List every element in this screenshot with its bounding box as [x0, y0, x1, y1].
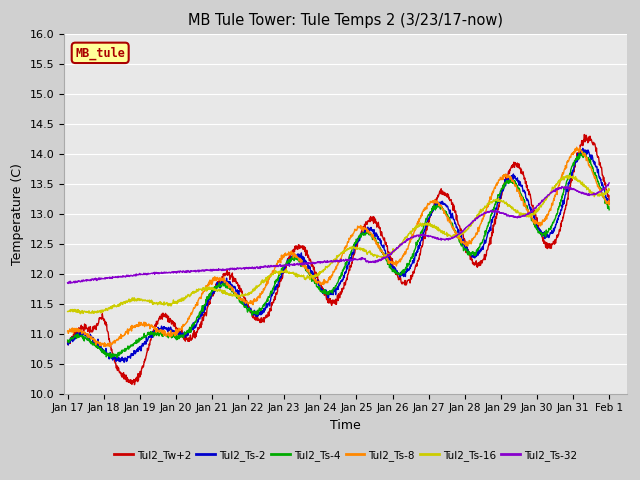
Tul2_Ts-8	[605, 198, 613, 204]
Line: Tul2_Ts-8: Tul2_Ts-8	[68, 147, 609, 347]
Tul2_Ts-8	[106, 340, 113, 346]
Tul2_Ts-8	[106, 344, 114, 349]
Tul2_Ts-32	[605, 180, 613, 186]
Tul2_Ts-16	[128, 297, 136, 303]
Tul2_Tw+2	[580, 132, 588, 137]
Tul2_Tw+2	[605, 198, 613, 204]
Tul2_Ts-16	[76, 311, 84, 317]
Tul2_Tw+2	[315, 279, 323, 285]
Tul2_Tw+2	[372, 219, 380, 225]
Tul2_Ts-2	[605, 201, 613, 207]
Tul2_Ts-16	[372, 252, 380, 258]
Line: Tul2_Tw+2: Tul2_Tw+2	[68, 134, 609, 384]
Tul2_Ts-32	[372, 258, 380, 264]
Tul2_Ts-8	[128, 323, 136, 328]
Line: Tul2_Ts-2: Tul2_Ts-2	[68, 148, 609, 362]
Line: Tul2_Ts-32: Tul2_Ts-32	[68, 183, 609, 284]
Tul2_Ts-16	[106, 306, 114, 312]
Tul2_Ts-2	[106, 354, 113, 360]
Tul2_Ts-8	[64, 328, 72, 334]
Tul2_Ts-4	[605, 207, 613, 213]
Tul2_Ts-4	[315, 286, 323, 292]
Tul2_Ts-2	[64, 340, 72, 346]
Tul2_Ts-4	[106, 354, 113, 360]
Tul2_Ts-16	[315, 273, 323, 278]
X-axis label: Time: Time	[330, 419, 361, 432]
Tul2_Ts-16	[64, 309, 72, 314]
Tul2_Ts-4	[580, 150, 588, 156]
Tul2_Ts-2	[294, 251, 301, 257]
Tul2_Tw+2	[305, 255, 313, 261]
Tul2_Ts-32	[294, 261, 301, 266]
Tul2_Ts-4	[305, 271, 313, 276]
Tul2_Ts-2	[120, 360, 128, 365]
Text: MB_tule: MB_tule	[76, 46, 125, 60]
Tul2_Ts-16	[305, 274, 313, 279]
Tul2_Ts-32	[65, 281, 72, 287]
Tul2_Tw+2	[131, 382, 138, 387]
Tul2_Ts-2	[128, 353, 136, 359]
Tul2_Ts-4	[372, 238, 380, 243]
Legend: Tul2_Tw+2, Tul2_Ts-2, Tul2_Ts-4, Tul2_Ts-8, Tul2_Ts-16, Tul2_Ts-32: Tul2_Tw+2, Tul2_Ts-2, Tul2_Ts-4, Tul2_Ts…	[109, 445, 582, 465]
Tul2_Ts-32	[64, 280, 72, 286]
Tul2_Ts-32	[315, 259, 323, 265]
Tul2_Ts-32	[106, 276, 114, 281]
Tul2_Ts-2	[305, 265, 313, 271]
Tul2_Tw+2	[106, 338, 113, 344]
Tul2_Ts-2	[579, 145, 587, 151]
Tul2_Ts-8	[573, 144, 580, 150]
Tul2_Tw+2	[64, 339, 72, 345]
Tul2_Ts-16	[294, 272, 301, 278]
Tul2_Ts-8	[294, 255, 301, 261]
Tul2_Ts-2	[315, 282, 323, 288]
Tul2_Ts-32	[305, 261, 313, 266]
Tul2_Ts-4	[294, 257, 301, 263]
Tul2_Ts-8	[372, 241, 380, 247]
Tul2_Ts-4	[107, 355, 115, 361]
Tul2_Tw+2	[128, 378, 136, 384]
Tul2_Ts-4	[64, 337, 72, 343]
Tul2_Ts-8	[305, 270, 313, 276]
Tul2_Tw+2	[294, 247, 301, 252]
Tul2_Ts-16	[605, 188, 613, 193]
Tul2_Ts-4	[128, 343, 136, 349]
Y-axis label: Temperature (C): Temperature (C)	[11, 163, 24, 264]
Tul2_Ts-8	[315, 279, 323, 285]
Tul2_Ts-32	[128, 273, 136, 279]
Tul2_Ts-2	[372, 230, 380, 236]
Title: MB Tule Tower: Tule Temps 2 (3/23/17-now): MB Tule Tower: Tule Temps 2 (3/23/17-now…	[188, 13, 503, 28]
Tul2_Ts-16	[566, 172, 574, 178]
Line: Tul2_Ts-4: Tul2_Ts-4	[68, 153, 609, 358]
Line: Tul2_Ts-16: Tul2_Ts-16	[68, 175, 609, 314]
